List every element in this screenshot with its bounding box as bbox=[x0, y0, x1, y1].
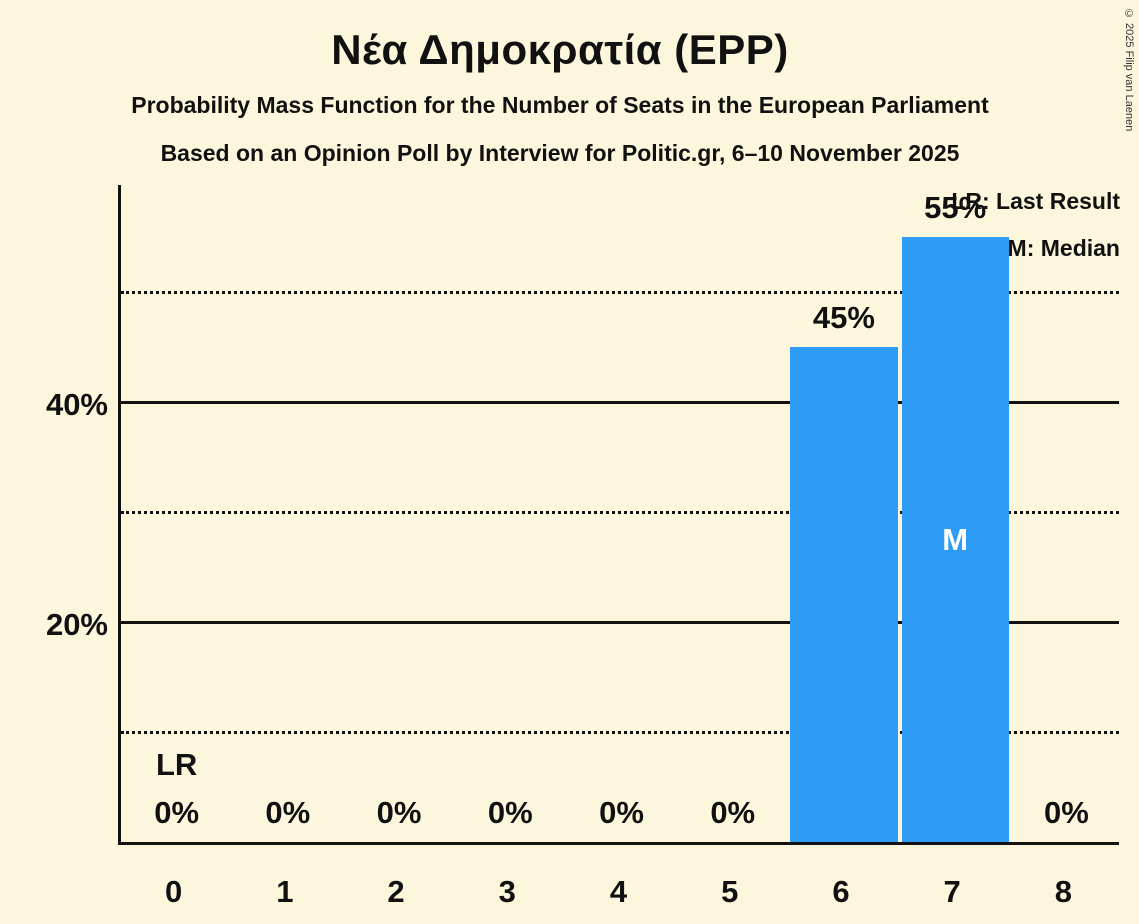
gridline-dotted-10pct bbox=[121, 730, 1119, 734]
bar-6 bbox=[790, 347, 898, 842]
bar-7 bbox=[901, 237, 1009, 842]
y-tick-label-40pct: 40% bbox=[45, 387, 108, 422]
plot-area: 0% 0% 0% 0% 0% 0% 45% 55% 0% LR M bbox=[118, 185, 1119, 845]
bar-value-label-0: 0% bbox=[154, 795, 200, 830]
copyright-notice: © 2025 Filip van Laenen bbox=[1123, 8, 1135, 132]
x-tick-label-3: 3 bbox=[498, 874, 516, 909]
x-tick-label-1: 1 bbox=[276, 874, 294, 909]
x-tick-label-8: 8 bbox=[1054, 874, 1072, 909]
gridline-dotted-30pct bbox=[121, 510, 1119, 514]
x-tick-label-4: 4 bbox=[609, 874, 628, 909]
chart-subtitle-pmf: Probability Mass Function for the Number… bbox=[131, 92, 989, 118]
gridline-dotted-50pct bbox=[121, 290, 1119, 294]
legend: LR: Last Result M: Median bbox=[951, 186, 1120, 280]
x-tick-label-0: 0 bbox=[164, 874, 183, 909]
x-tick-label-2: 2 bbox=[387, 874, 405, 909]
x-tick-label-6: 6 bbox=[832, 874, 850, 909]
median-marker: M bbox=[942, 521, 969, 557]
gridline-solid-40pct bbox=[121, 400, 1119, 404]
x-tick-label-7: 7 bbox=[943, 874, 961, 909]
bar-value-label-7: 55% bbox=[924, 190, 987, 225]
bar-value-label-5: 0% bbox=[710, 795, 756, 830]
bar-value-label-4: 0% bbox=[599, 795, 644, 830]
x-axis-tick-labels: 0 1 2 3 4 5 6 7 8 bbox=[118, 872, 1119, 912]
chart-subtitle-poll: Based on an Opinion Poll by Interview fo… bbox=[160, 140, 960, 166]
bar-value-label-6: 45% bbox=[812, 300, 875, 335]
x-tick-label-5: 5 bbox=[721, 874, 739, 909]
last-result-marker: LR bbox=[155, 747, 198, 782]
bar-value-label-3: 0% bbox=[487, 795, 533, 830]
y-tick-label-20pct: 20% bbox=[45, 607, 108, 642]
bar-value-label-1: 0% bbox=[265, 795, 311, 830]
legend-last-result: LR: Last Result bbox=[951, 188, 1120, 214]
bar-value-label-2: 0% bbox=[376, 795, 422, 830]
chart-title: Νέα Δημοκρατία (EPP) bbox=[331, 26, 789, 73]
bar-value-label-8: 0% bbox=[1043, 795, 1089, 830]
legend-median: M: Median bbox=[1007, 235, 1120, 261]
gridline-solid-20pct bbox=[121, 620, 1119, 624]
